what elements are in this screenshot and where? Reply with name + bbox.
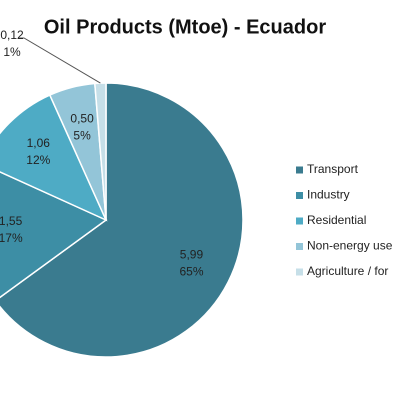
data-label: 1,55: [0, 214, 23, 228]
pie-slice: [0, 171, 108, 299]
legend-label: Residential: [307, 213, 366, 227]
percent-label: 1%: [3, 45, 21, 59]
data-label: 1,06: [27, 136, 51, 150]
legend-swatch: [296, 192, 303, 199]
legend-swatch: [296, 166, 303, 174]
data-label: 0,12: [0, 28, 24, 42]
percent-label: 5%: [73, 128, 91, 142]
leader-line: [18, 37, 101, 84]
percent-label: 12%: [26, 153, 50, 167]
legend-swatch: [296, 268, 303, 276]
data-label: 5,99: [180, 248, 204, 262]
pie-slice: [94, 82, 107, 221]
data-label: 0,50: [70, 111, 94, 125]
legend-label: Transport: [307, 162, 359, 176]
legend-label: Industry: [307, 188, 350, 202]
pie-slice: [0, 82, 244, 358]
legend-swatch: [296, 243, 303, 250]
legend-swatch: [296, 217, 303, 225]
legend-label: Non-energy use: [307, 239, 393, 253]
pie-slice: [0, 94, 108, 222]
percent-label: 65%: [179, 265, 203, 279]
percent-label: 17%: [0, 231, 23, 245]
chart-title: Oil Products (Mtoe) - Ecuador: [44, 16, 326, 38]
legend-label: Agriculture / for: [307, 264, 388, 278]
